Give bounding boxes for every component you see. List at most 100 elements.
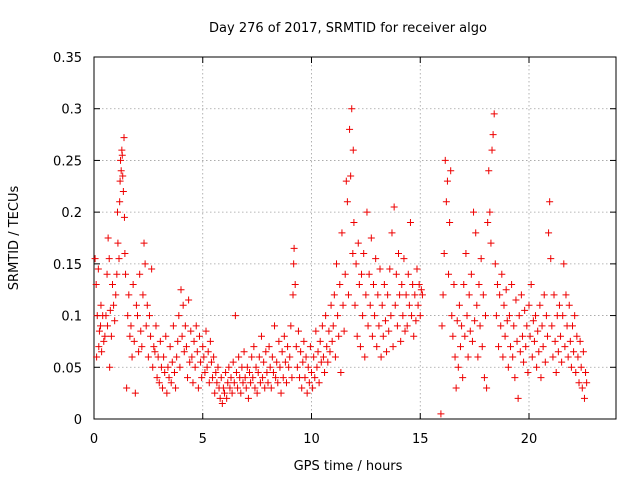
data-point <box>500 301 508 309</box>
data-point <box>408 312 416 320</box>
data-point <box>191 363 199 371</box>
data-point <box>389 343 397 351</box>
data-point <box>362 291 370 299</box>
data-point <box>315 379 323 387</box>
data-point <box>118 151 126 159</box>
data-point <box>538 322 546 330</box>
data-point <box>478 343 486 351</box>
data-point <box>384 291 392 299</box>
data-point <box>136 270 144 278</box>
data-point <box>579 348 587 356</box>
data-point <box>583 379 591 387</box>
data-point <box>189 379 197 387</box>
data-point <box>523 322 531 330</box>
data-point <box>493 281 501 289</box>
data-point <box>393 322 401 330</box>
data-point <box>473 301 481 309</box>
data-point <box>363 208 371 216</box>
data-point <box>369 281 377 289</box>
data-point <box>107 332 115 340</box>
data-point <box>524 368 532 376</box>
data-point <box>101 332 109 340</box>
data-point <box>161 368 169 376</box>
data-point <box>404 270 412 278</box>
data-point <box>353 332 361 340</box>
data-point <box>459 374 467 382</box>
data-point <box>490 110 498 118</box>
data-point <box>333 260 341 268</box>
data-point <box>103 322 111 330</box>
data-point <box>120 213 128 221</box>
data-point <box>492 312 500 320</box>
data-point <box>280 332 288 340</box>
data-point <box>121 250 129 258</box>
data-point <box>304 363 312 371</box>
data-point <box>437 410 445 418</box>
data-point <box>526 332 534 340</box>
data-point <box>263 368 271 376</box>
data-point <box>190 337 198 345</box>
data-point <box>273 358 281 366</box>
data-point <box>297 348 305 356</box>
data-point <box>103 270 111 278</box>
data-point <box>331 353 339 361</box>
data-point <box>516 348 524 356</box>
data-point <box>483 384 491 392</box>
data-point <box>204 348 212 356</box>
x-tick-label: 5 <box>199 432 207 447</box>
data-point <box>562 291 570 299</box>
data-point <box>231 312 239 320</box>
data-point <box>559 312 567 320</box>
data-point <box>219 384 227 392</box>
data-point <box>312 327 320 335</box>
data-point <box>184 374 192 382</box>
data-point <box>468 337 476 345</box>
data-point <box>127 322 135 330</box>
data-point <box>248 353 256 361</box>
data-point <box>213 379 221 387</box>
data-point <box>356 343 364 351</box>
data-point <box>276 363 284 371</box>
data-point <box>348 105 356 113</box>
data-point <box>512 296 520 304</box>
data-point <box>173 353 181 361</box>
data-point <box>464 353 472 361</box>
data-point <box>577 363 585 371</box>
x-tick-label: 15 <box>412 432 429 447</box>
data-point <box>352 260 360 268</box>
data-point <box>537 374 545 382</box>
data-point <box>505 312 513 320</box>
data-point <box>98 348 106 356</box>
data-point <box>160 353 168 361</box>
data-point <box>198 374 206 382</box>
data-point <box>558 358 566 366</box>
data-point <box>498 270 506 278</box>
data-point <box>244 394 252 402</box>
data-point <box>513 337 521 345</box>
data-point <box>140 239 148 247</box>
y-tick-label: 0 <box>74 413 82 428</box>
data-point <box>149 363 157 371</box>
data-point <box>418 291 426 299</box>
data-point <box>148 265 156 273</box>
data-point <box>246 368 254 376</box>
data-point <box>240 348 248 356</box>
data-point <box>476 322 484 330</box>
data-point <box>503 317 511 325</box>
y-tick-label: 0.15 <box>53 258 82 273</box>
data-point <box>509 353 517 361</box>
data-point <box>212 368 220 376</box>
data-point <box>207 358 215 366</box>
data-point <box>202 327 210 335</box>
data-point <box>284 343 292 351</box>
data-point <box>302 353 310 361</box>
data-point <box>132 301 140 309</box>
data-point <box>560 260 568 268</box>
data-point <box>138 343 146 351</box>
data-point <box>358 270 366 278</box>
data-point <box>570 348 578 356</box>
data-point <box>287 322 295 330</box>
data-point <box>392 270 400 278</box>
data-point <box>367 234 375 242</box>
data-point <box>338 229 346 237</box>
